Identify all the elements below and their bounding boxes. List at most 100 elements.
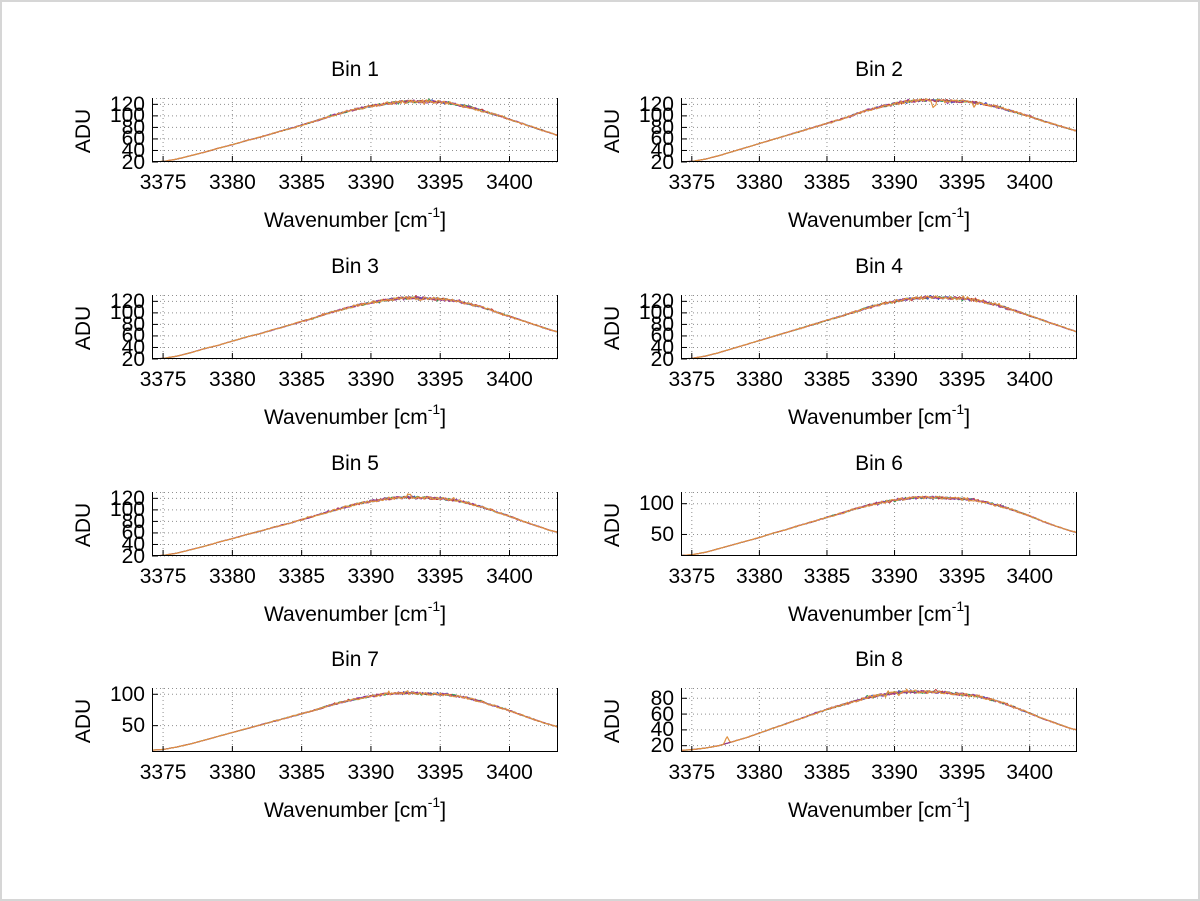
spectrum-trace	[681, 689, 1077, 752]
panel-title: Bin 1	[331, 58, 379, 81]
x-axis-label-close: ]	[964, 603, 971, 626]
x-tick-label: 3380	[736, 368, 783, 391]
y-tick-label: 80	[650, 115, 674, 139]
panel-title: Bin 7	[331, 648, 379, 671]
x-tick-label: 3385	[278, 565, 326, 588]
y-tick-label: 60	[121, 127, 145, 151]
x-tick-label: 3375	[668, 761, 716, 784]
y-tick-label: 40	[650, 336, 674, 359]
y-tick-label: 60	[650, 702, 674, 726]
spectrum-trace	[681, 496, 1077, 556]
spectrum-trace	[152, 493, 558, 556]
x-axis-label: Wavenumber [cm-1]	[681, 401, 1077, 430]
spectrum-trace	[152, 691, 558, 751]
y-tick-label: 20	[650, 347, 674, 371]
x-tick-label: 3390	[871, 368, 918, 391]
y-tick-label: 120	[109, 486, 145, 510]
x-tick-label: 3385	[278, 368, 326, 391]
x-axis-label-close: ]	[964, 406, 971, 429]
x-tick-label: 3385	[803, 565, 851, 588]
spectrum-trace	[681, 690, 1077, 751]
x-axis-label-text: Wavenumber [cm	[263, 209, 428, 232]
y-tick-label: 20	[121, 544, 145, 568]
x-axis-label-text: Wavenumber [cm	[263, 799, 428, 822]
y-tick-label: 80	[121, 509, 145, 533]
x-axis-label-close: ]	[964, 209, 971, 232]
y-tick-label: 60	[121, 324, 145, 348]
y-tick-label: 60	[650, 324, 674, 348]
x-tick-label: 3390	[347, 761, 395, 784]
x-tick-label: 3375	[139, 171, 187, 194]
plot-area	[152, 295, 558, 360]
x-tick-label: 3380	[209, 171, 256, 194]
x-axis-label-close: ]	[440, 799, 447, 822]
x-tick-label: 3390	[347, 565, 395, 588]
x-tick-label: 3390	[871, 171, 918, 194]
plot-area	[681, 688, 1077, 752]
x-tick-label: 3390	[871, 761, 918, 784]
x-axis-label-close: ]	[440, 406, 447, 429]
spectrum-trace	[152, 99, 558, 162]
y-tick-label: 100	[109, 301, 145, 325]
spectrum-trace	[152, 296, 558, 359]
x-axis-label-close: ]	[440, 209, 447, 232]
panel-bin-1: Bin 1 ADU 120 100 80 60 40 20 3375 3380 3385 3390 33…	[72, 58, 558, 232]
spectrum-trace	[681, 688, 1077, 752]
panel-bin-5: Bin 5 ADU 120 100 80 60 40 20 3375 3380 3385 3390 33…	[72, 452, 558, 626]
y-tick-label: 120	[109, 289, 145, 313]
spectrum-trace	[681, 98, 1077, 162]
panel-title: Bin 8	[855, 648, 903, 671]
x-tick-label: 3380	[209, 565, 256, 588]
x-tick-label: 3375	[139, 368, 187, 391]
x-axis-label: Wavenumber [cm-1]	[681, 204, 1077, 233]
x-axis-label-exponent: -1	[427, 204, 441, 220]
x-tick-label: 3395	[938, 171, 986, 194]
x-tick-label: 3395	[416, 171, 464, 194]
y-tick-label: 80	[121, 312, 145, 336]
plot-area	[681, 492, 1077, 556]
x-axis-label-text: Wavenumber [cm	[787, 209, 952, 232]
spectrum-trace	[681, 495, 1077, 556]
y-tick-label: 120	[638, 92, 674, 116]
panel-title: Bin 3	[331, 255, 379, 278]
y-tick-label: 120	[638, 289, 674, 313]
y-tick-label: 40	[121, 139, 145, 162]
y-tick-label: 100	[638, 301, 674, 325]
plot-area	[152, 492, 558, 557]
panel-bin-2: Bin 2 ADU 120 100 80 60 40 20 3375 3380 3385 3390 33…	[601, 58, 1077, 232]
x-tick-label: 3395	[938, 565, 986, 588]
y-tick-label: 40	[121, 533, 145, 556]
x-axis-label: Wavenumber [cm-1]	[681, 794, 1077, 823]
x-tick-label: 3380	[736, 171, 783, 194]
x-tick-label: 3385	[278, 761, 326, 784]
x-tick-label: 3400	[486, 565, 533, 588]
x-tick-label: 3375	[668, 171, 716, 194]
plot-area	[152, 98, 558, 163]
y-tick-label: 100	[638, 492, 674, 516]
y-tick-label: 20	[121, 347, 145, 371]
x-tick-label: 3375	[139, 761, 187, 784]
y-tick-label: 100	[109, 104, 145, 128]
x-tick-label: 3400	[1006, 368, 1054, 391]
x-axis-label-exponent: -1	[951, 204, 965, 220]
spectrum-trace	[681, 495, 1077, 556]
panel-bin-4: Bin 4 ADU 120 100 80 60 40 20 3375 3380 3385 3390 33…	[601, 255, 1077, 429]
y-tick-label: 50	[121, 714, 145, 738]
y-tick-label: 20	[121, 150, 145, 174]
x-axis-label-close: ]	[964, 799, 971, 822]
y-tick-label: 100	[638, 104, 674, 128]
plot-area	[681, 98, 1077, 163]
y-tick-label: 60	[121, 521, 145, 545]
x-axis-label: Wavenumber [cm-1]	[152, 204, 558, 233]
x-tick-label: 3380	[209, 368, 256, 391]
x-tick-label: 3385	[803, 171, 851, 194]
y-tick-label: 20	[650, 150, 674, 174]
x-tick-label: 3400	[1006, 565, 1054, 588]
y-tick-label: 40	[121, 336, 145, 359]
x-axis-label-exponent: -1	[427, 794, 441, 810]
spectrum-trace	[681, 495, 1077, 556]
x-tick-label: 3390	[347, 368, 395, 391]
x-axis-label-text: Wavenumber [cm	[787, 406, 952, 429]
